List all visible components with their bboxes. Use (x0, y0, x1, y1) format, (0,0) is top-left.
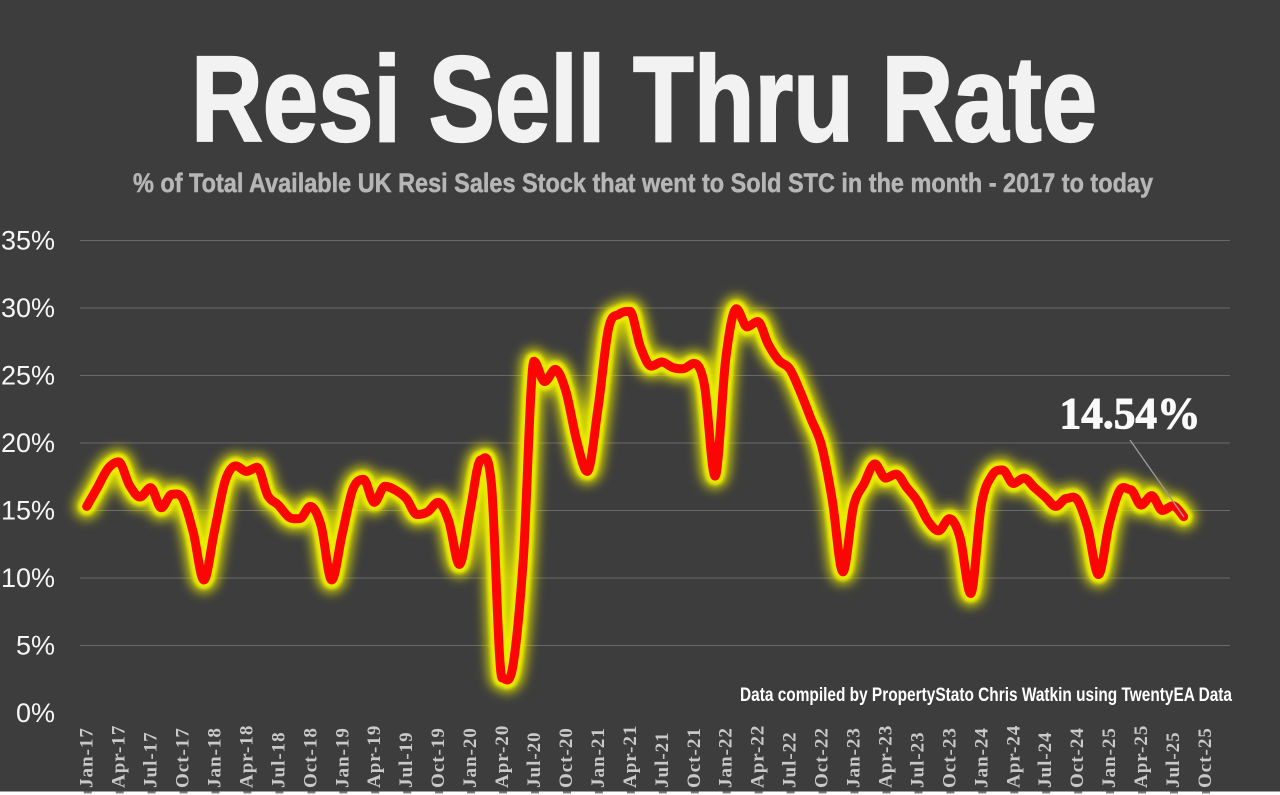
svg-text:Oct-23: Oct-23 (939, 727, 960, 788)
svg-text:Resi Sell Thru Rate: Resi Sell Thru Rate (191, 31, 1097, 167)
svg-text:25%: 25% (1, 361, 55, 391)
svg-text:14.54%: 14.54% (1060, 389, 1201, 438)
svg-text:Apr-21: Apr-21 (620, 725, 641, 788)
svg-text:Jul-23: Jul-23 (907, 731, 928, 788)
svg-text:Apr-18: Apr-18 (236, 725, 257, 788)
svg-text:Jan-22: Jan-22 (716, 727, 737, 788)
svg-text:Oct-22: Oct-22 (812, 727, 833, 788)
svg-text:20%: 20% (1, 428, 55, 458)
svg-text:0%: 0% (16, 698, 55, 728)
svg-text:Oct-19: Oct-19 (428, 727, 449, 788)
svg-text:Jan-17: Jan-17 (77, 727, 98, 788)
svg-text:Jul-22: Jul-22 (780, 731, 801, 788)
svg-text:Oct-21: Oct-21 (684, 727, 705, 788)
svg-text:Jan-24: Jan-24 (971, 727, 992, 788)
svg-text:Jul-21: Jul-21 (652, 731, 673, 788)
svg-text:Apr-22: Apr-22 (748, 725, 769, 788)
svg-text:Jul-20: Jul-20 (524, 731, 545, 788)
svg-text:Oct-25: Oct-25 (1195, 727, 1216, 788)
svg-text:Apr-20: Apr-20 (492, 725, 513, 788)
svg-text:Apr-25: Apr-25 (1131, 725, 1152, 788)
svg-text:Jan-23: Jan-23 (844, 727, 865, 788)
svg-text:Jan-20: Jan-20 (460, 727, 481, 788)
svg-text:Jul-18: Jul-18 (268, 731, 289, 788)
svg-text:Jan-21: Jan-21 (588, 727, 609, 788)
svg-text:Apr-23: Apr-23 (876, 725, 897, 788)
svg-text:30%: 30% (1, 293, 55, 323)
svg-text:Oct-20: Oct-20 (556, 727, 577, 788)
svg-text:Jan-25: Jan-25 (1099, 727, 1120, 788)
svg-text:15%: 15% (1, 496, 55, 526)
svg-text:Jul-19: Jul-19 (396, 731, 417, 788)
svg-text:Jan-18: Jan-18 (205, 727, 226, 788)
svg-text:Oct-24: Oct-24 (1067, 727, 1088, 788)
svg-text:35%: 35% (1, 226, 55, 256)
svg-text:Oct-17: Oct-17 (173, 727, 194, 788)
svg-text:Jul-25: Jul-25 (1163, 731, 1184, 788)
svg-text:5%: 5% (16, 631, 55, 661)
svg-text:Apr-17: Apr-17 (109, 725, 130, 788)
svg-text:Apr-19: Apr-19 (364, 725, 385, 788)
svg-text:Data compiled by PropertyStato: Data compiled by PropertyStato Chris Wat… (740, 685, 1232, 706)
svg-text:Jan-19: Jan-19 (332, 727, 353, 788)
svg-text:Apr-24: Apr-24 (1003, 725, 1024, 788)
svg-text:Jul-17: Jul-17 (141, 731, 162, 788)
svg-text:Jul-24: Jul-24 (1035, 731, 1056, 788)
svg-text:Oct-18: Oct-18 (300, 727, 321, 788)
svg-text:10%: 10% (1, 563, 55, 593)
svg-text:% of Total Available UK Resi S: % of Total Available UK Resi Sales Stock… (133, 168, 1153, 198)
